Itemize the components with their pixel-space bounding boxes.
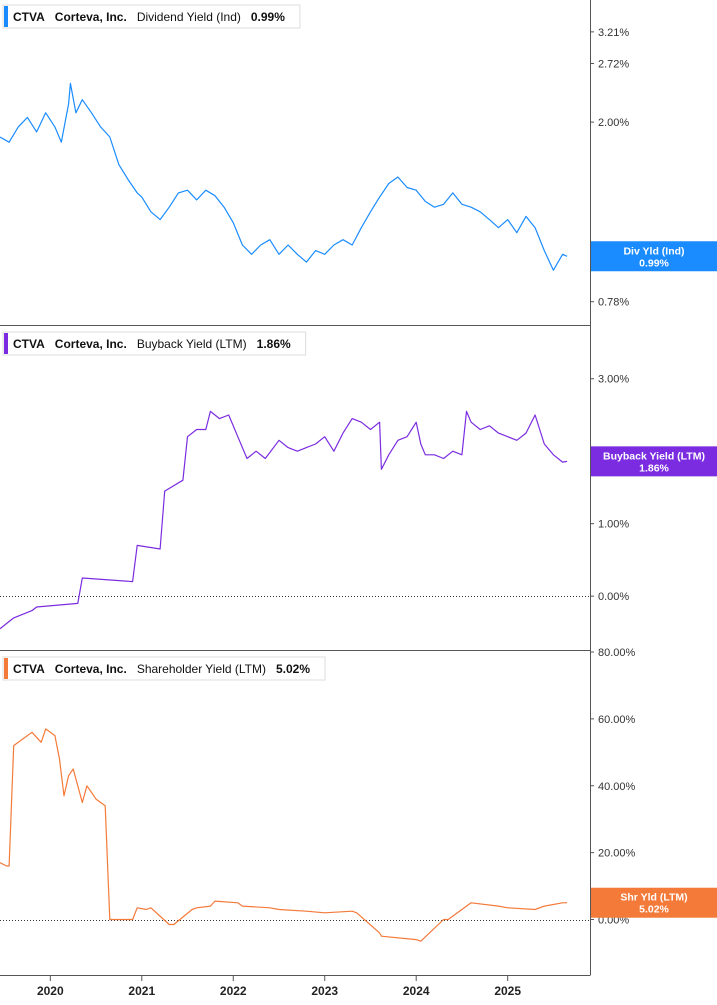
y-tick-label: 20.00% <box>598 848 636 860</box>
badge-label: Buyback Yield (LTM) <box>603 450 705 462</box>
legend-value: 1.86% <box>257 337 291 351</box>
x-tick-label: 2020 <box>37 984 64 998</box>
legend-metric: Buyback Yield (LTM) <box>137 337 247 351</box>
y-tick-label: 0.78% <box>598 297 629 309</box>
legend-metric: Shareholder Yield (LTM) <box>137 662 266 676</box>
buyback-yield-legend: CTVA Corteva, Inc. Buyback Yield (LTM) 1.86… <box>2 331 307 356</box>
x-tick-label: 2024 <box>403 984 430 998</box>
y-tick-label: 3.00% <box>598 374 629 386</box>
badge-background <box>591 887 717 918</box>
badge-value: 0.99% <box>639 257 669 269</box>
legend-box <box>2 4 301 29</box>
legend-box <box>2 331 307 356</box>
badge-value: 5.02% <box>639 904 669 916</box>
y-tick-label: 2.72% <box>598 58 629 70</box>
badge-value: 1.86% <box>639 462 669 474</box>
y-tick-label: 0.00% <box>598 591 629 603</box>
x-tick-label: 2022 <box>220 984 247 998</box>
legend-ticker: CTVA <box>13 337 45 351</box>
legend-value: 5.02% <box>276 662 310 676</box>
legend-value: 0.99% <box>251 10 285 24</box>
legend-company: Corteva, Inc. <box>55 337 127 351</box>
badge-background <box>591 241 717 272</box>
x-tick-label: 2025 <box>494 984 521 998</box>
legend-color-swatch <box>4 658 8 679</box>
y-tick-label: 60.00% <box>598 714 636 726</box>
legend-ticker: CTVA <box>13 10 45 24</box>
legend-metric: Dividend Yield (Ind) <box>137 10 241 24</box>
y-tick-label: 80.00% <box>598 647 636 659</box>
y-tick-label: 40.00% <box>598 781 636 793</box>
shareholder-yield-panel: 80.00%60.00%40.00%20.00%0.00%CTVA Corteva… <box>0 647 717 942</box>
legend-ticker: CTVA <box>13 662 45 676</box>
x-tick-label: 2023 <box>311 984 338 998</box>
buyback-yield-value-badge: Buyback Yield (LTM)1.86% <box>591 446 717 477</box>
legend-color-swatch <box>4 333 8 354</box>
shareholder-yield-value-badge: Shr Yld (LTM)5.02% <box>591 887 717 918</box>
dividend-yield-panel: 3.21% 2.72% 2.00% 0.78% CTVA Corteva, Inc. Div… <box>0 4 717 309</box>
y-tick-label: 2.00% <box>598 117 629 129</box>
badge-background <box>591 446 717 477</box>
dividend-yield-value-badge: Div Yld (Ind)0.99% <box>591 241 717 272</box>
buyback-yield-series-line <box>0 410 568 630</box>
dividend-yield-series-line <box>0 82 568 271</box>
legend-box <box>2 656 326 681</box>
y-tick-label: 3.21% <box>598 27 629 39</box>
buyback-yield-panel: 3.00% 1.00% 0.00% CTVA Corteva, Inc. Buyback … <box>0 325 717 630</box>
y-tick-label: 1.00% <box>598 519 629 531</box>
legend-company: Corteva, Inc. <box>55 662 127 676</box>
badge-label: Shr Yld (LTM) <box>620 892 687 904</box>
legend-company: Corteva, Inc. <box>55 10 127 24</box>
dividend-yield-legend: CTVA Corteva, Inc. Dividend Yield (Ind) 0.9… <box>2 4 301 29</box>
x-tick-label: 2021 <box>128 984 155 998</box>
badge-label: Div Yld (Ind) <box>623 245 684 257</box>
shareholder-yield-legend: CTVA Corteva, Inc. Shareholder Yield (LTM)… <box>2 656 326 681</box>
shareholder-yield-series-line <box>0 728 568 942</box>
legend-color-swatch <box>4 6 8 27</box>
